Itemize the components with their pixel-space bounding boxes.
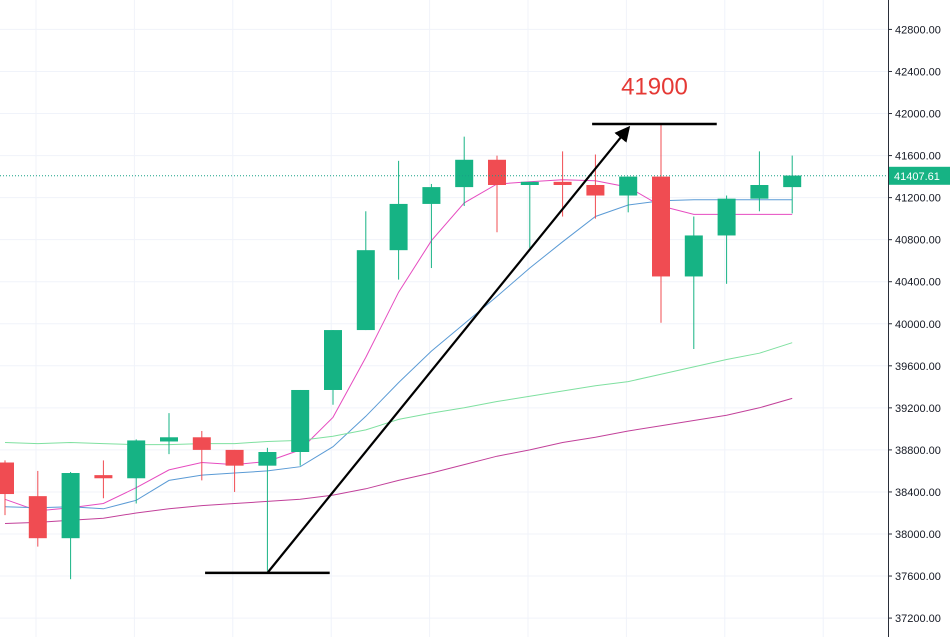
candle [0, 460, 14, 516]
candle-body [586, 185, 605, 196]
candle [586, 154, 605, 219]
candle-body [127, 440, 146, 479]
candle [619, 176, 638, 213]
candle [422, 183, 441, 269]
candle [717, 195, 736, 284]
candle-body [356, 250, 375, 331]
candle [192, 430, 211, 481]
y-axis: 37200.00 37600.00 38000.00 38400.00 38800.00… [888, 0, 950, 637]
candle [225, 449, 244, 492]
candle [160, 413, 178, 455]
trend-arrow [266, 125, 631, 574]
candle-body [258, 451, 277, 466]
candle-body [192, 437, 211, 450]
candle-body [488, 159, 506, 186]
candle [389, 160, 408, 280]
current-price-tag-bg [889, 166, 950, 185]
candle [488, 155, 506, 233]
y-axis-tick-label: 38400.00 [895, 487, 941, 499]
candle-body [94, 475, 113, 479]
candle-body [684, 235, 703, 277]
y-axis-tick-label: 42000.00 [895, 109, 941, 121]
y-axis-tick-label: 39200.00 [895, 403, 941, 415]
y-axis-tick-label: 38800.00 [895, 445, 941, 457]
y-axis-tick-label: 40400.00 [895, 277, 941, 289]
candle [684, 216, 703, 349]
candle [61, 471, 80, 580]
current-price-tag: 41407.61 [889, 166, 950, 185]
candle [652, 124, 670, 323]
moving-average-line [4, 397, 793, 524]
candle-body [455, 159, 474, 188]
price-annotation-label: 41900 [621, 74, 688, 101]
y-axis-tick-label: 39600.00 [895, 361, 941, 373]
candle [94, 460, 113, 499]
candle [324, 330, 342, 405]
candle-body [553, 181, 572, 186]
candle-body [783, 175, 802, 188]
candle [553, 151, 572, 217]
y-axis-tick-label: 41600.00 [895, 151, 941, 163]
candle-body [291, 389, 310, 452]
candle [750, 151, 769, 212]
y-axis-tick-label: 40800.00 [895, 235, 941, 247]
y-axis-tick-label: 42800.00 [895, 24, 941, 36]
y-axis-tick-label: 37200.00 [895, 613, 941, 625]
candle [520, 181, 539, 249]
candle-body [750, 185, 769, 199]
candle [356, 211, 375, 331]
candle-body [652, 176, 670, 277]
y-axis-tick-label: 37600.00 [895, 571, 941, 583]
candle-body [324, 330, 342, 390]
candle [783, 155, 802, 214]
candle [258, 447, 277, 571]
moving-average-line [4, 342, 793, 446]
y-axis-tick-label: 40000.00 [895, 319, 941, 331]
y-axis-tick-label: 42400.00 [895, 66, 941, 78]
candle-body [619, 176, 638, 196]
y-axis-tick-label: 38000.00 [895, 529, 941, 541]
current-price-tag-label: 41407.61 [894, 171, 940, 183]
candle-body [0, 462, 14, 495]
grid [0, 0, 888, 637]
candle-body [520, 181, 539, 186]
candle [291, 389, 310, 466]
candle [455, 136, 474, 207]
candle [28, 470, 47, 547]
candle-body [389, 203, 408, 251]
candle-body [28, 496, 47, 539]
candle-body [717, 198, 736, 236]
candles [0, 124, 802, 580]
candle-body [160, 437, 178, 442]
candle-body [225, 449, 244, 466]
y-axis-background [888, 0, 950, 637]
candle-body [61, 473, 80, 539]
candle-body [422, 187, 441, 204]
y-axis-tick-label: 41200.00 [895, 193, 941, 205]
annotations: 41900 [205, 74, 717, 575]
candle [127, 439, 146, 504]
